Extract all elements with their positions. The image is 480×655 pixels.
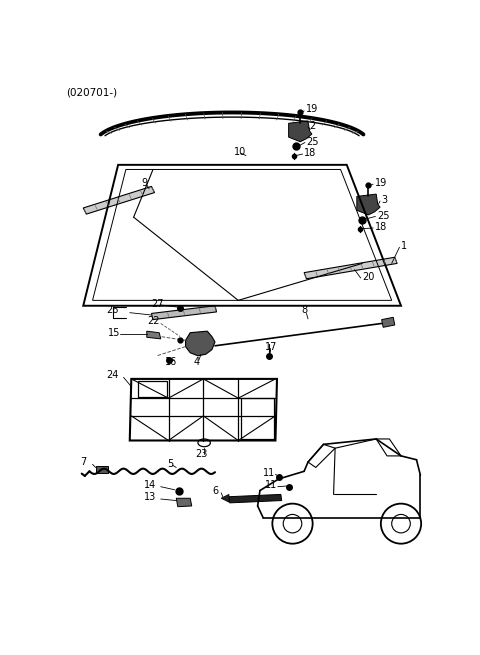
Polygon shape <box>229 495 282 503</box>
Text: 14: 14 <box>144 480 156 490</box>
Polygon shape <box>357 194 380 215</box>
Text: 15: 15 <box>108 328 120 338</box>
Text: 5: 5 <box>167 458 173 468</box>
Polygon shape <box>221 495 229 502</box>
Polygon shape <box>147 331 161 339</box>
Polygon shape <box>83 187 155 214</box>
Polygon shape <box>186 331 215 356</box>
Text: 18: 18 <box>304 148 316 159</box>
Text: 11: 11 <box>265 480 277 490</box>
Text: 17: 17 <box>264 341 277 352</box>
Polygon shape <box>304 257 397 279</box>
Text: 9: 9 <box>142 178 147 187</box>
Text: 6: 6 <box>213 485 219 496</box>
Text: 8: 8 <box>302 305 308 314</box>
Text: 26: 26 <box>107 305 119 314</box>
Text: 13: 13 <box>144 492 156 502</box>
Text: 10: 10 <box>234 147 247 157</box>
Text: 19: 19 <box>375 178 387 187</box>
Text: 27: 27 <box>152 299 164 309</box>
Polygon shape <box>152 306 216 320</box>
Text: 2: 2 <box>310 121 316 132</box>
Text: 24: 24 <box>107 370 119 380</box>
Text: 23: 23 <box>196 449 208 459</box>
Text: 25: 25 <box>306 137 319 147</box>
Text: 7: 7 <box>80 457 86 467</box>
Text: 19: 19 <box>306 104 319 115</box>
Text: 4: 4 <box>193 357 199 367</box>
Text: 16: 16 <box>165 357 177 367</box>
Text: 20: 20 <box>362 272 374 282</box>
Polygon shape <box>382 317 395 328</box>
Text: 11: 11 <box>263 468 276 478</box>
Text: 22: 22 <box>147 316 160 326</box>
Text: 18: 18 <box>375 222 387 233</box>
Text: 25: 25 <box>377 211 389 221</box>
Text: 1: 1 <box>401 242 407 252</box>
Text: (020701-): (020701-) <box>66 88 117 98</box>
Polygon shape <box>288 121 312 141</box>
Text: 3: 3 <box>382 195 388 205</box>
Polygon shape <box>176 498 192 507</box>
Polygon shape <box>96 466 108 473</box>
